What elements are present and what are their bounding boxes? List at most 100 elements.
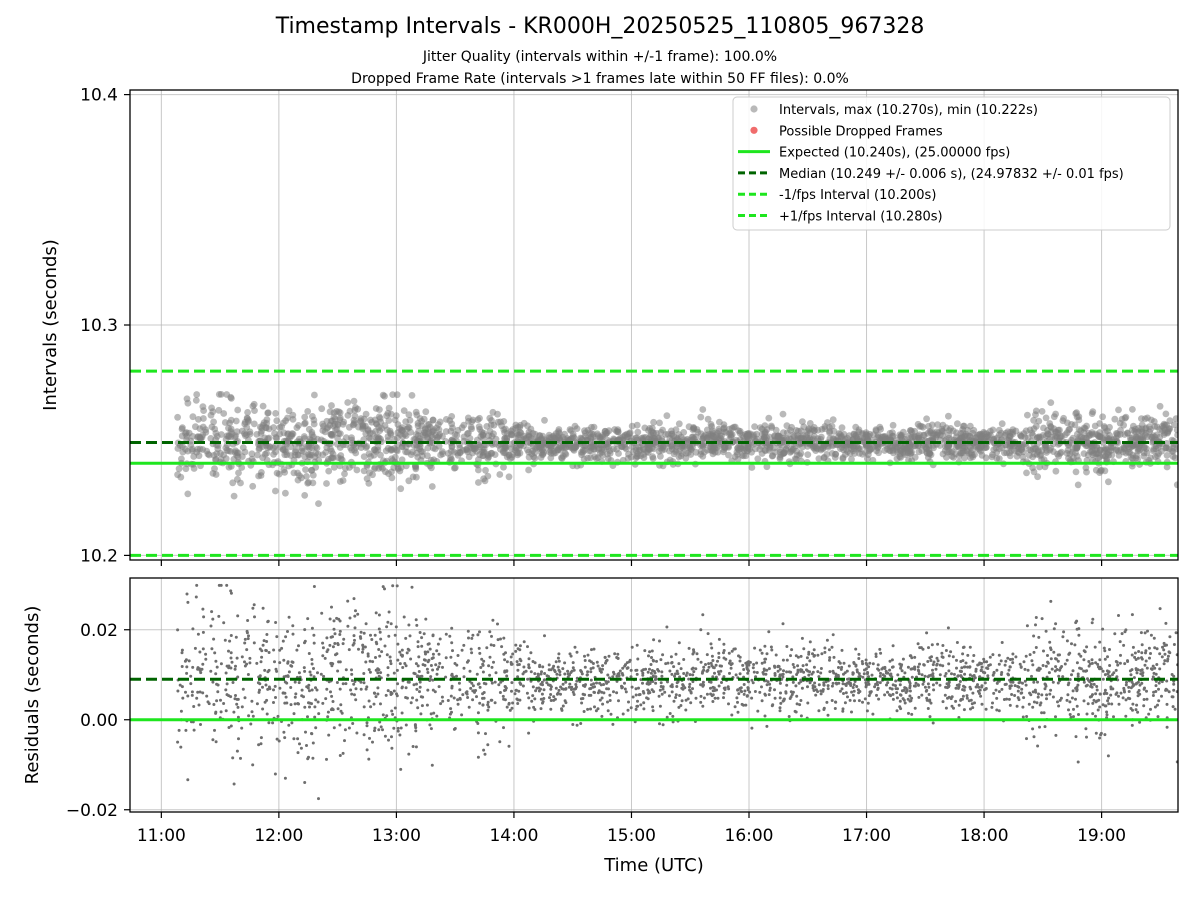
residual-point xyxy=(268,687,272,691)
interval-point xyxy=(476,414,483,422)
residual-point xyxy=(310,732,314,736)
residual-point xyxy=(982,660,986,664)
residual-point xyxy=(524,669,528,673)
residual-point xyxy=(539,687,542,691)
residual-point xyxy=(400,711,404,715)
residual-point xyxy=(1032,735,1036,739)
residual-point xyxy=(805,656,809,660)
residual-point xyxy=(597,689,601,693)
residual-point xyxy=(395,668,399,672)
interval-point xyxy=(376,406,383,413)
residual-point xyxy=(561,704,565,708)
residual-point xyxy=(811,652,814,656)
residual-point xyxy=(462,643,466,647)
residual-point xyxy=(312,667,315,670)
residual-point xyxy=(1025,624,1029,628)
residual-point xyxy=(329,690,332,694)
residual-point xyxy=(1048,692,1052,696)
residual-point xyxy=(219,698,222,702)
residual-point xyxy=(944,706,948,710)
residual-point xyxy=(736,700,739,704)
residual-point xyxy=(857,657,861,660)
interval-point xyxy=(249,482,257,490)
residual-point xyxy=(264,649,268,653)
interval-point xyxy=(856,445,864,453)
interval-point xyxy=(541,416,548,424)
residual-point xyxy=(808,640,812,644)
residual-point xyxy=(706,668,710,672)
residual-point xyxy=(201,630,205,634)
residual-point xyxy=(392,671,396,675)
residual-point xyxy=(672,665,676,669)
residual-point xyxy=(548,696,551,700)
residual-point xyxy=(931,675,935,679)
residual-point xyxy=(711,693,715,697)
residual-point xyxy=(240,705,244,709)
interval-point xyxy=(989,426,997,434)
residual-point xyxy=(352,634,356,638)
residual-point xyxy=(1020,687,1024,691)
interval-point xyxy=(405,411,413,419)
residual-point xyxy=(710,646,714,650)
residual-point xyxy=(986,667,990,670)
residual-point xyxy=(954,686,958,690)
residual-point xyxy=(390,709,394,713)
residual-point xyxy=(584,683,587,687)
residual-point xyxy=(364,622,368,626)
interval-point xyxy=(622,445,630,453)
residual-point xyxy=(386,673,390,677)
interval-point xyxy=(1122,413,1130,421)
residual-point xyxy=(599,683,603,687)
residual-point xyxy=(314,698,318,702)
residual-point xyxy=(278,648,282,652)
residual-point xyxy=(350,672,354,676)
residual-point xyxy=(231,756,235,760)
residual-point xyxy=(201,607,205,611)
residual-point xyxy=(315,688,319,692)
residual-point xyxy=(951,655,955,659)
residual-point xyxy=(233,667,237,671)
residual-point xyxy=(331,708,335,712)
residual-point xyxy=(586,707,590,711)
interval-point xyxy=(911,427,919,435)
residual-point xyxy=(637,686,640,690)
interval-point xyxy=(178,455,185,463)
residual-point xyxy=(247,634,250,638)
residual-point xyxy=(709,661,713,665)
residual-point xyxy=(711,659,715,662)
residual-point xyxy=(623,687,627,691)
interval-point xyxy=(263,416,271,423)
residual-point xyxy=(913,655,917,659)
residual-point xyxy=(1011,657,1014,661)
residual-point xyxy=(974,667,978,671)
residual-point xyxy=(246,637,250,641)
residual-point xyxy=(425,667,429,671)
interval-point xyxy=(492,435,500,443)
interval-point xyxy=(365,480,373,487)
residual-point xyxy=(399,726,403,730)
residual-point xyxy=(185,665,189,669)
residual-point xyxy=(451,649,454,653)
residual-point xyxy=(1075,704,1079,708)
residual-point xyxy=(894,679,898,683)
residual-point xyxy=(1061,635,1065,639)
residual-point xyxy=(227,649,230,653)
residual-point xyxy=(621,673,625,677)
residual-point xyxy=(961,659,965,663)
residual-point xyxy=(371,660,375,664)
interval-point xyxy=(1105,478,1112,486)
interval-point xyxy=(448,455,455,463)
interval-point xyxy=(246,428,254,436)
residual-point xyxy=(557,659,561,663)
interval-point xyxy=(400,407,408,414)
residual-point xyxy=(251,763,255,767)
residual-point xyxy=(979,694,983,698)
residual-point xyxy=(890,675,894,679)
residual-point xyxy=(808,681,812,685)
residual-point xyxy=(854,663,858,667)
interval-point xyxy=(439,450,447,458)
residual-point xyxy=(819,671,823,675)
residual-point xyxy=(883,693,887,697)
interval-point xyxy=(233,428,241,436)
